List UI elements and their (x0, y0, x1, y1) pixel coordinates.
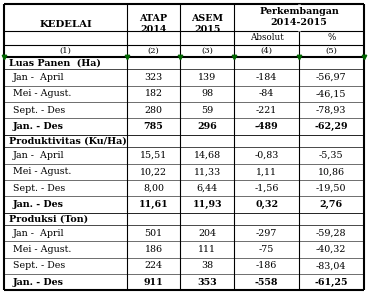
Text: 296: 296 (198, 122, 217, 131)
Text: 2,76: 2,76 (320, 200, 343, 209)
Text: Mei - Agust.: Mei - Agust. (13, 167, 71, 176)
Text: 353: 353 (198, 278, 217, 287)
Text: -221: -221 (256, 106, 277, 115)
Text: 8,00: 8,00 (143, 184, 164, 193)
Text: 280: 280 (145, 106, 162, 115)
Text: (5): (5) (325, 47, 337, 55)
Text: -61,25: -61,25 (315, 278, 348, 287)
Text: 14,68: 14,68 (194, 151, 221, 160)
Text: 10,22: 10,22 (140, 167, 167, 176)
Text: 111: 111 (198, 245, 216, 254)
Text: %: % (327, 33, 336, 42)
Text: 501: 501 (144, 229, 163, 238)
Text: -75: -75 (259, 245, 274, 254)
Text: 59: 59 (201, 106, 213, 115)
Text: 11,61: 11,61 (139, 200, 168, 209)
Text: ASEM
2015: ASEM 2015 (191, 14, 223, 34)
Text: -19,50: -19,50 (316, 184, 347, 193)
Text: Produktivitas (Ku/Ha): Produktivitas (Ku/Ha) (9, 136, 127, 146)
Text: Absolut: Absolut (250, 33, 283, 42)
Text: 0,32: 0,32 (255, 200, 278, 209)
Text: 139: 139 (198, 73, 216, 82)
Text: Mei - Agust.: Mei - Agust. (13, 245, 71, 254)
Text: -558: -558 (255, 278, 278, 287)
Text: 15,51: 15,51 (140, 151, 167, 160)
Text: Jan. - Des: Jan. - Des (13, 200, 64, 209)
Text: -83,04: -83,04 (316, 261, 346, 270)
Text: -1,56: -1,56 (254, 184, 279, 193)
Text: Produksi (Ton): Produksi (Ton) (9, 214, 88, 223)
Text: 204: 204 (198, 229, 216, 238)
Text: 11,93: 11,93 (192, 200, 222, 209)
Text: Sept. - Des: Sept. - Des (13, 106, 65, 115)
Text: Jan. - Des: Jan. - Des (13, 278, 64, 287)
Text: Perkembangan
2014-2015: Perkembangan 2014-2015 (259, 7, 339, 27)
Text: Jan -  April: Jan - April (13, 229, 64, 238)
Text: -184: -184 (256, 73, 277, 82)
Text: (4): (4) (261, 47, 273, 55)
Text: 1,11: 1,11 (256, 167, 277, 176)
Text: 6,44: 6,44 (197, 184, 218, 193)
Text: 323: 323 (144, 73, 163, 82)
Text: 785: 785 (144, 122, 163, 131)
Text: (1): (1) (60, 47, 71, 55)
Text: (2): (2) (148, 47, 159, 55)
Text: -59,28: -59,28 (316, 229, 347, 238)
Text: Sept. - Des: Sept. - Des (13, 184, 65, 193)
Text: Jan -  April: Jan - April (13, 73, 64, 82)
Text: Luas Panen  (Ha): Luas Panen (Ha) (9, 59, 101, 68)
Text: 224: 224 (145, 261, 162, 270)
Text: -489: -489 (255, 122, 279, 131)
Text: ATAP
2014: ATAP 2014 (139, 14, 167, 34)
Text: Mei - Agust.: Mei - Agust. (13, 89, 71, 98)
Text: -0,83: -0,83 (254, 151, 279, 160)
Text: -5,35: -5,35 (319, 151, 344, 160)
Text: -78,93: -78,93 (316, 106, 347, 115)
Text: 911: 911 (144, 278, 163, 287)
Text: 186: 186 (144, 245, 163, 254)
Text: 98: 98 (201, 89, 213, 98)
Text: -186: -186 (256, 261, 277, 270)
Text: -297: -297 (256, 229, 277, 238)
Text: 11,33: 11,33 (194, 167, 221, 176)
Text: -62,29: -62,29 (315, 122, 348, 131)
Text: -56,97: -56,97 (316, 73, 347, 82)
Text: 182: 182 (145, 89, 162, 98)
Text: Jan -  April: Jan - April (13, 151, 64, 160)
Text: -46,15: -46,15 (316, 89, 347, 98)
Text: -40,32: -40,32 (316, 245, 346, 254)
Text: KEDELAI: KEDELAI (39, 20, 92, 29)
Text: -84: -84 (259, 89, 274, 98)
Text: Jan. - Des: Jan. - Des (13, 122, 64, 131)
Text: 10,86: 10,86 (318, 167, 345, 176)
Text: Sept. - Des: Sept. - Des (13, 261, 65, 270)
Text: 38: 38 (201, 261, 213, 270)
Text: (3): (3) (201, 47, 213, 55)
